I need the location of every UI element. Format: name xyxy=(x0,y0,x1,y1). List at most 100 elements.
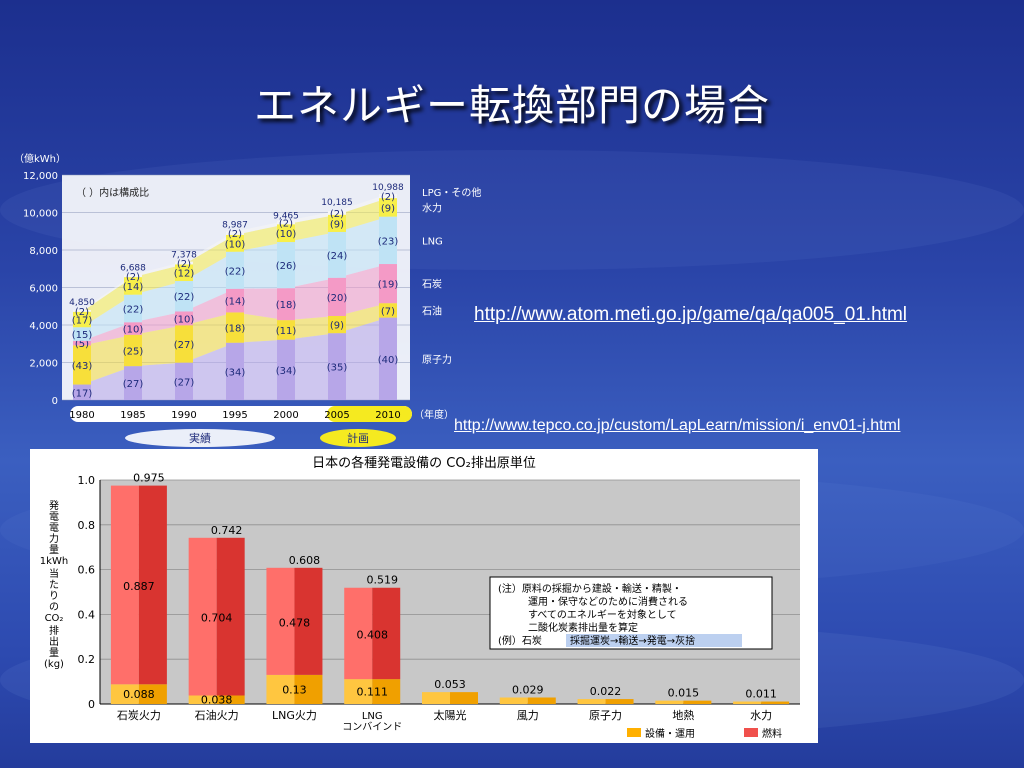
area-LPG・その他 xyxy=(82,193,388,312)
x-tick-label: LNG xyxy=(362,711,383,722)
series-label: LPG・その他 xyxy=(422,186,481,199)
bar-segment xyxy=(226,342,244,400)
note-line: すべてのエネルギーを対象として xyxy=(528,608,677,621)
fuel-value-label: 0.887 xyxy=(123,580,155,593)
bar-facility xyxy=(577,699,606,704)
y-axis-label: CO₂ xyxy=(45,613,64,624)
bar-facility xyxy=(655,700,684,704)
x-tick-label: 石炭火力 xyxy=(117,709,161,722)
bar-segment xyxy=(73,327,91,341)
share-label: (25) xyxy=(123,346,144,357)
share-label: (2) xyxy=(126,272,140,283)
actual-group-label: 実績 xyxy=(189,431,211,445)
share-label: (14) xyxy=(225,297,246,308)
bar-facility xyxy=(450,692,478,704)
fuel-value-label: 0.704 xyxy=(201,612,233,625)
bar-facility xyxy=(527,697,556,704)
share-label: (18) xyxy=(276,300,297,311)
co2-intensity-chart-panel: 日本の各種発電設備の CO₂排出原単位 0 0.2 0.4 0.6 0.8 1.0 発電電力量… xyxy=(30,449,818,743)
bar-segment xyxy=(124,334,142,367)
y-tick-label: 0.6 xyxy=(78,564,96,577)
bar-segment xyxy=(379,303,397,318)
total-value-label: 0.519 xyxy=(366,574,398,587)
share-label: (10) xyxy=(174,314,195,325)
x-tick-label: 原子力 xyxy=(589,709,622,722)
bar-segment xyxy=(73,345,91,385)
y-axis-label: り xyxy=(49,590,59,602)
composition-note: （ ）内は構成比 xyxy=(76,186,149,199)
total-value-label: 0.029 xyxy=(512,684,544,697)
series-label: 原子力 xyxy=(422,353,452,366)
bar-facility xyxy=(605,699,634,704)
facility-value-label: 0.111 xyxy=(356,686,388,699)
facility-value-label: 0.13 xyxy=(282,683,307,696)
bar-segment xyxy=(277,320,295,340)
bar-segment xyxy=(175,362,193,400)
bar-facility xyxy=(294,674,323,704)
total-label: 7,378 xyxy=(171,251,197,261)
total-label: 6,688 xyxy=(120,264,146,274)
bar-segment xyxy=(328,210,346,215)
chart-title: 日本の各種発電設備の CO₂排出原単位 xyxy=(312,455,536,471)
share-label: (2) xyxy=(279,219,293,230)
y-axis-label: 1kWh xyxy=(40,556,68,567)
share-label: (9) xyxy=(381,203,395,214)
total-value-label: 0.011 xyxy=(745,688,777,701)
total-label: 9,465 xyxy=(273,212,299,222)
share-label: (2) xyxy=(177,259,191,270)
series-label: 石炭 xyxy=(422,279,442,291)
share-label: (5) xyxy=(75,339,89,350)
note-line: (例）石炭 xyxy=(498,634,542,647)
share-label: (12) xyxy=(174,269,195,280)
share-label: (2) xyxy=(330,209,344,220)
bar-segment xyxy=(124,322,142,335)
bar-segment xyxy=(175,325,193,363)
y-axis-label: 排 xyxy=(49,624,59,637)
share-label: (23) xyxy=(378,236,399,247)
y-tick-label: 0 xyxy=(88,698,95,711)
bar-segment xyxy=(226,288,244,313)
atom-meti-link[interactable]: http://www.atom.meti.go.jp/game/qa/qa005… xyxy=(474,304,908,325)
total-value-label: 0.742 xyxy=(211,524,243,537)
note-line: 運用・保守などのために消費される xyxy=(528,595,688,608)
bar-facility xyxy=(138,684,167,704)
y-tick-label: 0.4 xyxy=(78,608,96,621)
x-tick-label: LNG火力 xyxy=(272,709,317,722)
share-label: (22) xyxy=(174,292,195,303)
y-axis-label: 出 xyxy=(49,635,59,648)
actual-group-band xyxy=(125,429,275,447)
y-axis-label: 量 xyxy=(49,544,59,556)
x-tick-label: 1985 xyxy=(120,410,145,421)
x-tick-label: 1980 xyxy=(69,410,94,421)
y-tick-label: 8,000 xyxy=(29,246,58,257)
x-tick-label: 太陽光 xyxy=(434,708,467,722)
y-tick-label: 6,000 xyxy=(29,284,58,295)
share-label: (15) xyxy=(72,330,93,341)
y-tick-label: 4,000 xyxy=(29,321,58,332)
slide-title: エネルギー転換部門の場合 xyxy=(253,81,770,130)
legend-swatch xyxy=(744,728,758,737)
tepco-link[interactable]: http://www.tepco.co.jp/custom/LapLearn/m… xyxy=(454,417,901,434)
bar-fuel xyxy=(344,587,373,680)
y-axis-label: (kg) xyxy=(44,659,64,670)
x-axis-suffix: （年度） xyxy=(414,408,454,421)
total-value-label: 0.053 xyxy=(434,678,466,691)
bar-segment xyxy=(124,274,142,278)
bar-fuel xyxy=(188,537,217,696)
y-axis-label: の xyxy=(49,602,59,613)
legend-swatch xyxy=(627,728,641,737)
bar-fuel xyxy=(138,485,167,685)
total-label: 8,987 xyxy=(222,220,248,230)
y-tick-label: 0.2 xyxy=(78,653,96,666)
bar-segment xyxy=(328,277,346,316)
total-value-label: 0.608 xyxy=(289,554,321,567)
area-石油 xyxy=(82,303,388,385)
y-tick-label: 10,000 xyxy=(23,209,58,220)
total-label: 4,850 xyxy=(69,298,95,308)
bar-segment xyxy=(124,366,142,400)
note-flow-highlight xyxy=(566,634,742,647)
plan-group-band xyxy=(320,429,396,447)
fuel-value-label: 0.478 xyxy=(279,616,311,629)
bar-facility xyxy=(188,695,217,704)
share-label: (27) xyxy=(123,379,144,390)
